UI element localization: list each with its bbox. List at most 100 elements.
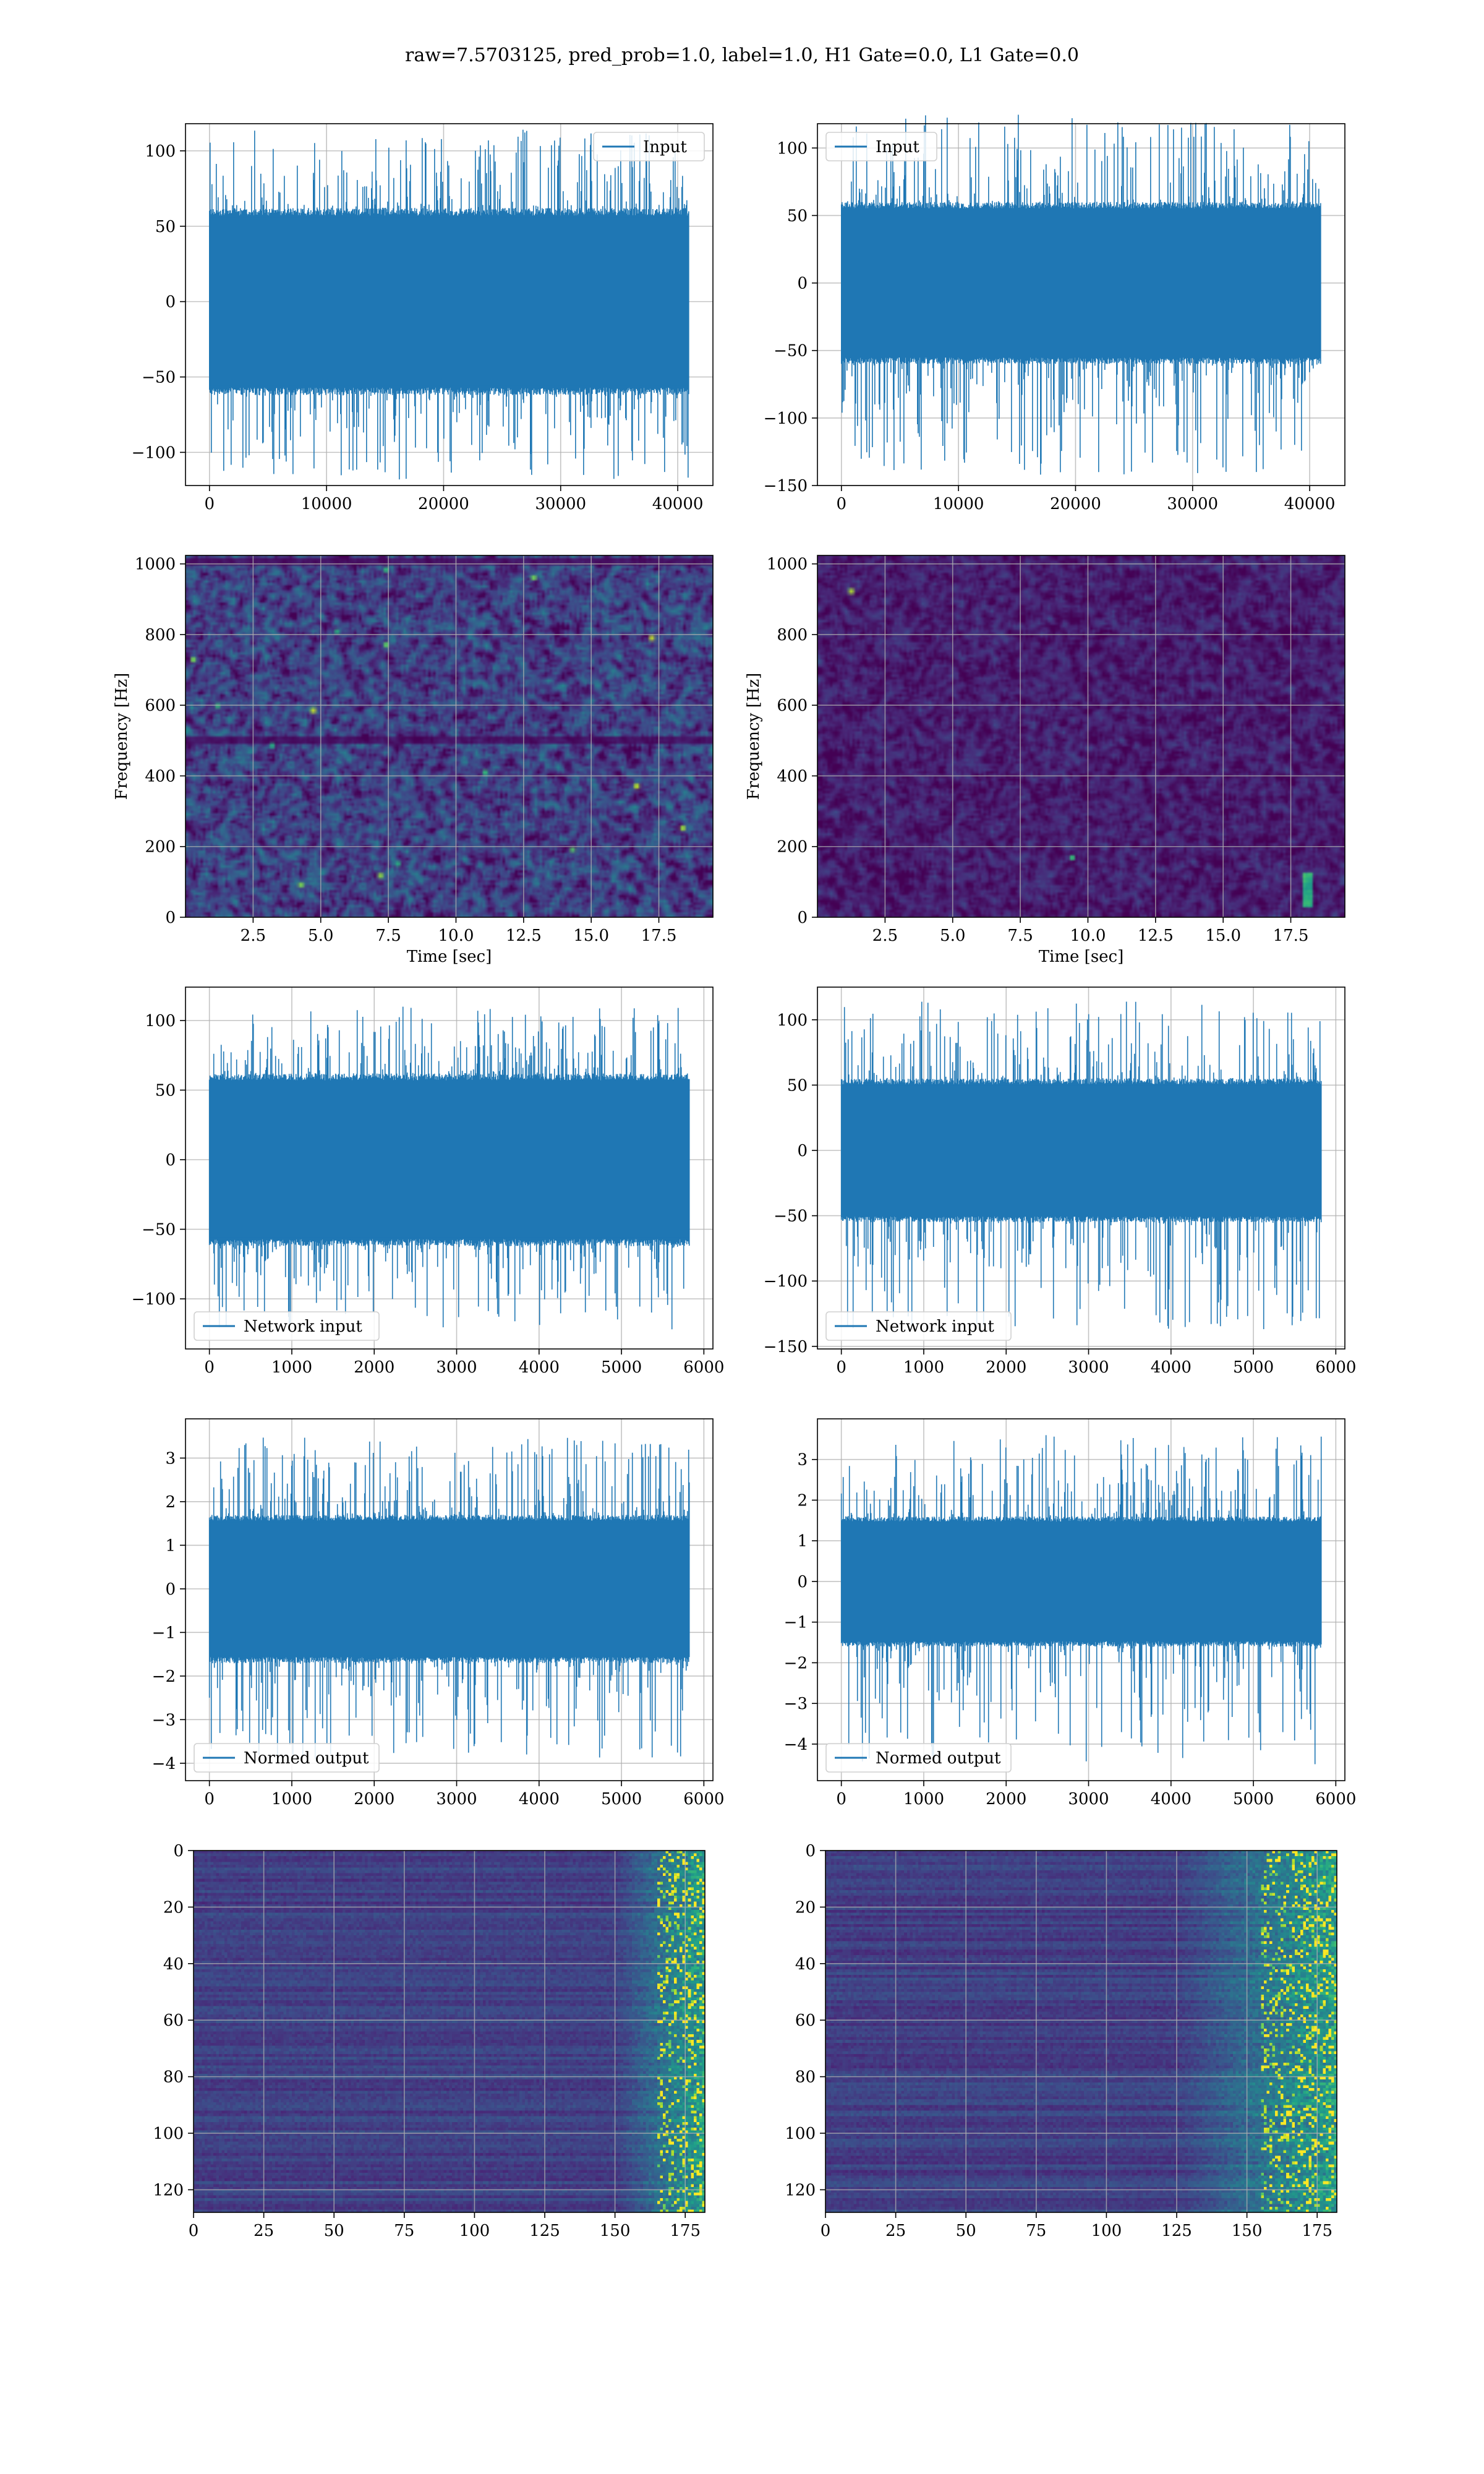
x-tick-label: 5.0 bbox=[308, 927, 333, 945]
x-tick-label: 25 bbox=[885, 2222, 906, 2240]
x-tick-label: 2000 bbox=[986, 1790, 1026, 1808]
legend-label: Normed output bbox=[876, 1749, 1001, 1768]
y-tick-label: 0 bbox=[173, 1842, 184, 1860]
y-tick-label: 60 bbox=[795, 2011, 816, 2030]
chart-r3c1: 0 1000 2000 3000 4000 5000 6000 −100 −50 0 50 100 Ne… bbox=[132, 987, 724, 1377]
axes-frame bbox=[817, 987, 1345, 1350]
y-tick-label: 0 bbox=[165, 909, 176, 927]
x-tick-label: 12.5 bbox=[1138, 927, 1174, 945]
x-tick-label: 3000 bbox=[1068, 1790, 1109, 1808]
x-tick-label: 2000 bbox=[354, 1790, 394, 1808]
x-tick-label: 50 bbox=[324, 2222, 344, 2240]
axes-frame bbox=[817, 123, 1345, 486]
chart-r1c2: 0 10000 20000 30000 40000 −150 −100 −50 0 50 100 In… bbox=[764, 114, 1345, 513]
legend: Normed output bbox=[825, 1743, 1012, 1773]
axes-frame bbox=[817, 1418, 1345, 1781]
y-tick-label: 120 bbox=[785, 2181, 816, 2199]
y-tick-label: −2 bbox=[152, 1667, 176, 1686]
axes-frame bbox=[185, 987, 714, 1350]
y-tick-label: 100 bbox=[145, 142, 176, 161]
x-tick-label: 6000 bbox=[683, 1790, 724, 1808]
x-tick-label: 0 bbox=[204, 495, 215, 513]
legend-box bbox=[825, 132, 937, 161]
axes-frame bbox=[193, 1850, 706, 2213]
matrix-image bbox=[194, 1851, 705, 2212]
y-tick-label: −50 bbox=[774, 1207, 808, 1226]
y-tick-label: 400 bbox=[777, 767, 808, 785]
x-tick-label: 15.0 bbox=[1205, 927, 1241, 945]
y-tick-label: 40 bbox=[795, 1955, 816, 1974]
x-tick-label: 20000 bbox=[1050, 495, 1101, 513]
spectrogram-image bbox=[817, 555, 1345, 917]
y-tick-label: −100 bbox=[132, 443, 176, 462]
chart-r2c1: 2.5 5.0 7.5 10.0 12.5 15.0 17.5 0 200 400 600 800 10… bbox=[113, 555, 714, 966]
legend-label: Network input bbox=[244, 1317, 362, 1336]
x-tick-label: 150 bbox=[600, 2222, 631, 2240]
y-tick-label: −100 bbox=[132, 1290, 176, 1309]
x-tick-label: 175 bbox=[670, 2222, 701, 2240]
signal-body bbox=[841, 210, 1321, 356]
legend-box bbox=[194, 1311, 380, 1341]
y-tick-label: 2 bbox=[165, 1493, 176, 1512]
y-tick-label: 0 bbox=[797, 1142, 808, 1160]
y-tick-label: 50 bbox=[787, 1076, 808, 1095]
y-tick-label: 50 bbox=[787, 207, 808, 225]
y-tick-label: 3 bbox=[165, 1449, 176, 1468]
y-tick-label: −1 bbox=[152, 1624, 176, 1642]
matrix-image bbox=[825, 1851, 1337, 2212]
x-tick-label: 4000 bbox=[1151, 1358, 1192, 1377]
x-tick-label: 175 bbox=[1302, 2222, 1333, 2240]
y-tick-label: 120 bbox=[153, 2181, 184, 2199]
y-tick-label: −1 bbox=[784, 1614, 808, 1632]
y-tick-label: 1 bbox=[797, 1532, 808, 1551]
y-tick-label: −50 bbox=[774, 342, 808, 361]
x-tick-label: 40000 bbox=[1284, 495, 1336, 513]
legend-label: Normed output bbox=[244, 1749, 369, 1768]
y-tick-label: 100 bbox=[777, 139, 808, 158]
y-tick-label: 0 bbox=[797, 909, 808, 927]
x-tick-label: 5000 bbox=[1233, 1790, 1274, 1808]
x-tick-label: 17.5 bbox=[641, 927, 677, 945]
y-tick-label: 100 bbox=[153, 2125, 184, 2143]
chart-r2c2: 2.5 5.0 7.5 10.0 12.5 15.0 17.5 0 200 400 600 800 10… bbox=[744, 555, 1345, 966]
legend-box bbox=[825, 1311, 1012, 1341]
x-tick-label: 100 bbox=[1091, 2222, 1122, 2240]
y-tick-label: −100 bbox=[764, 409, 808, 428]
y-tick-label: 1000 bbox=[135, 555, 176, 574]
x-tick-label: 100 bbox=[459, 2222, 490, 2240]
x-tick-label: 4000 bbox=[519, 1790, 560, 1808]
y-tick-label: 1 bbox=[165, 1536, 176, 1555]
y-tick-label: 80 bbox=[163, 2068, 184, 2087]
x-tick-label: 1000 bbox=[271, 1358, 312, 1377]
y-tick-label: 0 bbox=[797, 1573, 808, 1591]
x-tick-label: 2.5 bbox=[872, 927, 898, 945]
signal-body bbox=[841, 1523, 1321, 1640]
legend: Input bbox=[825, 132, 937, 161]
legend: Network input bbox=[825, 1311, 1012, 1341]
x-tick-label: 12.5 bbox=[506, 927, 542, 945]
x-tick-label: 17.5 bbox=[1273, 927, 1309, 945]
y-tick-label: −4 bbox=[152, 1755, 176, 1773]
x-tick-label: 7.5 bbox=[1007, 927, 1033, 945]
legend-label: Input bbox=[876, 138, 919, 156]
y-tick-label: 3 bbox=[797, 1451, 808, 1470]
y-tick-label: 20 bbox=[795, 1898, 816, 1917]
x-tick-label: 1000 bbox=[271, 1790, 312, 1808]
y-tick-label: −150 bbox=[764, 1338, 808, 1356]
axes-frame bbox=[185, 1418, 714, 1781]
x-tick-label: 0 bbox=[836, 1358, 846, 1377]
figure-title: raw=7.5703125, pred_prob=1.0, label=1.0,… bbox=[405, 45, 1079, 66]
y-tick-label: −50 bbox=[142, 369, 176, 387]
legend: Normed output bbox=[194, 1743, 380, 1773]
x-tick-label: 0 bbox=[189, 2222, 199, 2240]
spectrogram-image bbox=[186, 555, 713, 917]
y-tick-label: 100 bbox=[777, 1011, 808, 1030]
y-tick-label: 600 bbox=[145, 696, 176, 715]
x-tick-label: 20000 bbox=[418, 495, 469, 513]
axes-frame bbox=[817, 555, 1345, 918]
y-tick-label: 0 bbox=[805, 1842, 816, 1860]
x-tick-label: 0 bbox=[204, 1790, 215, 1808]
y-tick-label: −3 bbox=[152, 1711, 176, 1729]
x-tick-label: 1000 bbox=[903, 1790, 944, 1808]
